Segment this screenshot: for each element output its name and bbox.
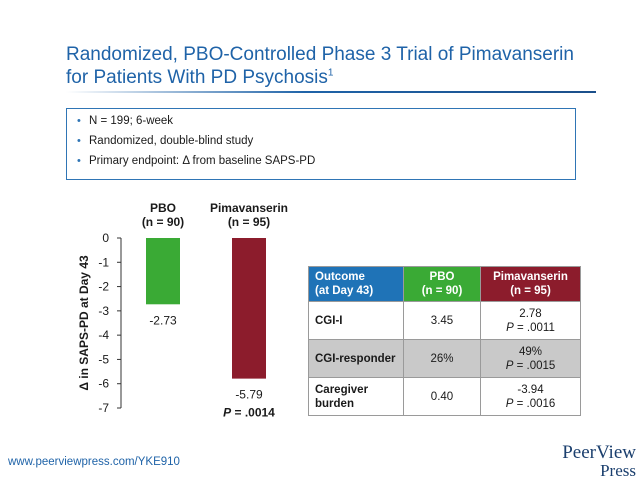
row-pim-value: -3.94 P = .0016 bbox=[480, 377, 581, 416]
bar-value-label: -2.73 bbox=[149, 313, 177, 327]
p-letter: P bbox=[505, 397, 514, 410]
p-number: = .0016 bbox=[513, 397, 556, 410]
p-letter: P bbox=[505, 359, 514, 372]
title-superscript: 1 bbox=[327, 67, 334, 79]
header-pim-line1: Pimavanserin bbox=[493, 271, 568, 283]
title-line-2-text: for Patients With PD Psychosis bbox=[66, 67, 328, 88]
header-outcome-line2: (at Day 43) bbox=[315, 285, 374, 297]
bullet-text: Primary endpoint: Δ from baseline SAPS-P… bbox=[89, 155, 316, 167]
row-pim-result: 49% bbox=[518, 345, 543, 358]
p-number: = .0015 bbox=[513, 359, 556, 372]
category-n-label: (n = 90) bbox=[142, 215, 184, 229]
bullet-item: • Randomized, double-blind study bbox=[77, 135, 565, 155]
y-tick-label: -5 bbox=[98, 352, 109, 366]
y-tick-label: 0 bbox=[102, 231, 109, 245]
slide-title: Randomized, PBO-Controlled Phase 3 Trial… bbox=[66, 43, 606, 89]
category-n-label: (n = 95) bbox=[228, 215, 270, 229]
p-number: = .0011 bbox=[513, 321, 555, 334]
bar-pimavanserin bbox=[232, 238, 266, 379]
title-line-1: Randomized, PBO-Controlled Phase 3 Trial… bbox=[66, 44, 574, 65]
row-p-value: P = .0016 bbox=[481, 397, 580, 411]
footer-url-link[interactable]: www.peerviewpress.com/YKE910 bbox=[8, 456, 180, 468]
table-row: CGI-I 3.45 2.78 P = .0011 bbox=[308, 301, 581, 340]
y-axis-title: Δ in SAPS-PD at Day 43 bbox=[77, 255, 91, 391]
category-label: Pimavanserin bbox=[210, 201, 288, 215]
p-letter: P bbox=[506, 321, 514, 334]
row-pbo-value: 0.40 bbox=[403, 377, 481, 416]
row-p-value: P = .0011 bbox=[481, 321, 580, 335]
bullet-dot-icon: • bbox=[77, 135, 81, 147]
row-outcome-line2: burden bbox=[315, 397, 354, 410]
peerview-press-logo: PeerView Press bbox=[546, 442, 636, 480]
bullet-dot-icon: • bbox=[77, 115, 81, 127]
y-tick-label: -4 bbox=[98, 328, 109, 342]
saps-pd-bar-chart: 0 -1 -2 -3 -4 -5 -6 -7 Δ in SAPS-PD at Day 43 -2.… bbox=[77, 201, 288, 420]
bar-pbo bbox=[146, 238, 180, 305]
title-underline bbox=[66, 91, 596, 93]
study-design-box: • N = 199; 6-week • Randomized, double-b… bbox=[66, 108, 576, 180]
y-tick-label: -6 bbox=[98, 377, 109, 391]
row-pim-value: 2.78 P = .0011 bbox=[480, 301, 581, 340]
row-pim-result: -3.94 bbox=[517, 383, 544, 396]
table-row: Caregiver burden 0.40 -3.94 P = .0016 bbox=[308, 377, 581, 416]
row-pbo-value: 3.45 bbox=[403, 301, 481, 340]
row-outcome-line1: Caregiver bbox=[315, 383, 369, 396]
header-pim-line2: (n = 95) bbox=[510, 285, 551, 297]
table-header-row: Outcome (at Day 43) PBO (n = 90) Pimavan… bbox=[308, 266, 581, 302]
header-outcome-line1: Outcome bbox=[315, 271, 365, 283]
table-row: CGI-responder 26% 49% P = .0015 bbox=[308, 339, 581, 378]
row-outcome: CGI-I bbox=[308, 301, 404, 340]
category-label: PBO bbox=[150, 201, 176, 215]
bullet-item: • N = 199; 6-week bbox=[77, 115, 565, 135]
row-outcome: CGI-responder bbox=[308, 339, 404, 378]
bar-value-label: -5.79 bbox=[235, 388, 263, 402]
title-line-2: for Patients With PD Psychosis1 bbox=[66, 66, 606, 89]
y-tick-label: -7 bbox=[98, 401, 109, 415]
p-value-annotation: P = .0014 bbox=[223, 406, 275, 420]
y-tick-label: -1 bbox=[98, 255, 109, 269]
y-tick-label: -3 bbox=[98, 304, 109, 318]
logo-line1: PeerView bbox=[562, 442, 636, 463]
header-pbo-line1: PBO bbox=[429, 271, 455, 283]
row-outcome: Caregiver burden bbox=[308, 377, 404, 416]
bullet-dot-icon: • bbox=[77, 155, 81, 167]
row-pim-result: 2.78 bbox=[519, 307, 542, 320]
header-pbo: PBO (n = 90) bbox=[403, 266, 481, 302]
logo-line2: Press bbox=[600, 461, 636, 480]
outcome-table: Outcome (at Day 43) PBO (n = 90) Pimavan… bbox=[308, 266, 581, 416]
bullet-text: N = 199; 6-week bbox=[89, 115, 174, 127]
header-pimavanserin: Pimavanserin (n = 95) bbox=[480, 266, 581, 302]
row-p-value: P = .0015 bbox=[481, 359, 580, 373]
row-pim-value: 49% P = .0015 bbox=[480, 339, 581, 378]
bullet-text: Randomized, double-blind study bbox=[89, 135, 254, 147]
bullet-item: • Primary endpoint: Δ from baseline SAPS… bbox=[77, 155, 565, 175]
header-pbo-line2: (n = 90) bbox=[421, 285, 463, 297]
y-tick-label: -2 bbox=[98, 280, 109, 294]
header-outcome: Outcome (at Day 43) bbox=[308, 266, 404, 302]
row-pbo-value: 26% bbox=[403, 339, 481, 378]
